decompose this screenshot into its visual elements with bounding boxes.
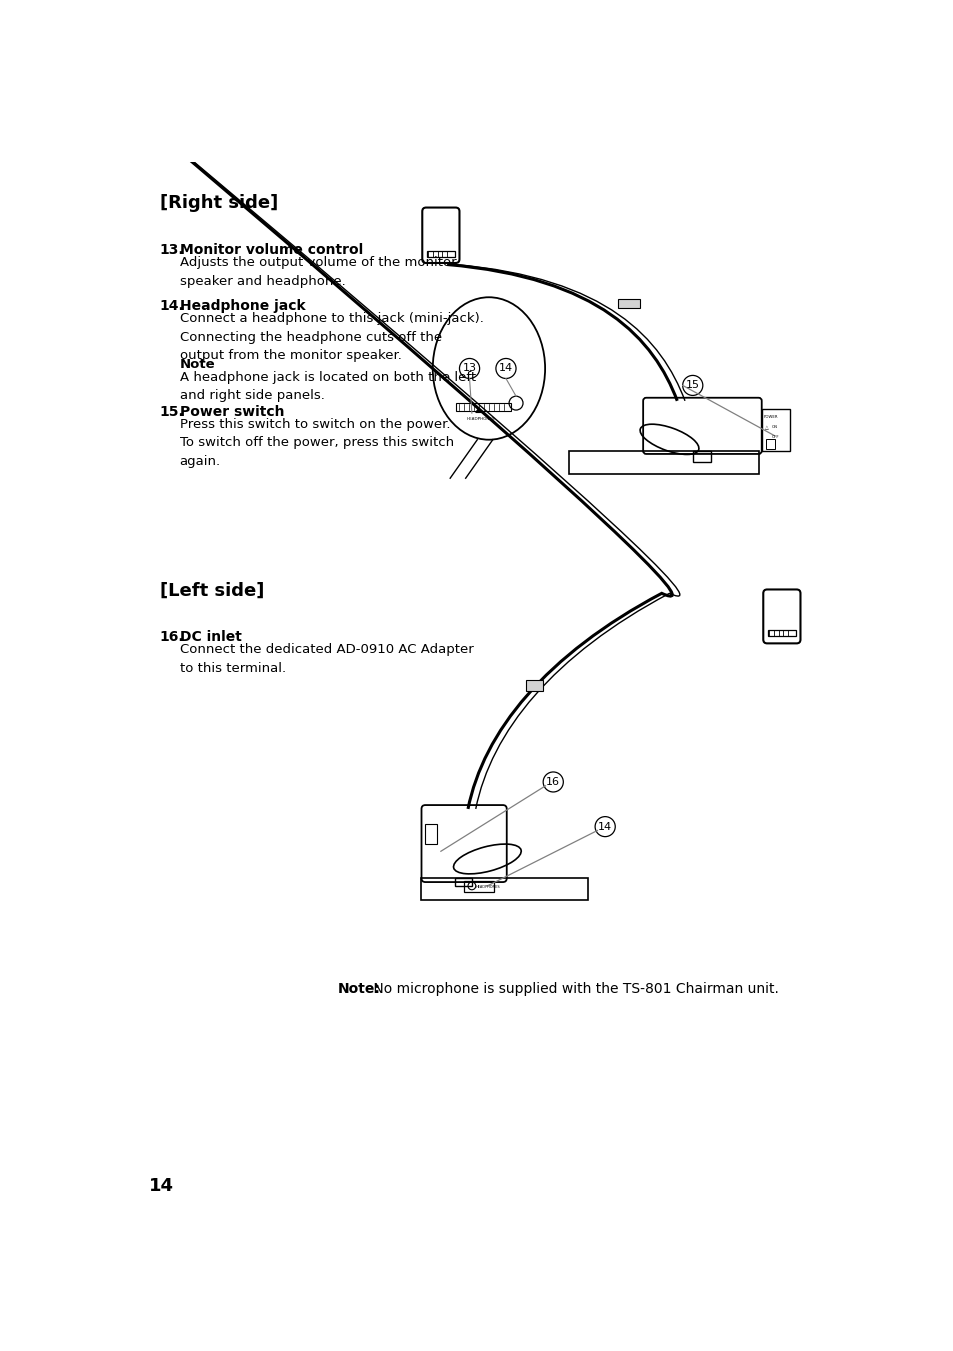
Text: Connect the dedicated AD-0910 AC Adapter
to this terminal.: Connect the dedicated AD-0910 AC Adapter… — [179, 643, 473, 676]
Bar — [618, 299, 639, 308]
Bar — [464, 881, 493, 892]
Text: OFF: OFF — [771, 435, 779, 439]
Text: Note: Note — [179, 358, 215, 372]
Bar — [765, 439, 774, 449]
Text: Press this switch to switch on the power.
To switch off the power, press this sw: Press this switch to switch on the power… — [179, 417, 454, 467]
Text: 13.: 13. — [159, 243, 184, 257]
Text: 16: 16 — [546, 777, 559, 788]
Bar — [425, 824, 436, 843]
Text: POWER: POWER — [763, 415, 778, 419]
Bar — [767, 631, 795, 636]
Bar — [761, 408, 789, 451]
Bar — [456, 403, 510, 411]
Bar — [568, 451, 758, 474]
Bar — [455, 878, 472, 886]
Text: [Left side]: [Left side] — [159, 582, 264, 600]
Text: 14: 14 — [598, 821, 612, 832]
Text: Connect a headphone to this jack (mini-jack).
Connecting the headphone cuts off : Connect a headphone to this jack (mini-j… — [179, 312, 483, 362]
Text: Headphone jack: Headphone jack — [179, 299, 305, 313]
Text: 15.: 15. — [159, 405, 184, 419]
Text: △: △ — [764, 426, 768, 431]
Text: Power switch: Power switch — [179, 405, 284, 419]
Text: A headphone jack is located on both the left
and right side panels.: A headphone jack is located on both the … — [179, 370, 476, 403]
Text: HEADPHONES: HEADPHONES — [466, 417, 495, 422]
Text: 13: 13 — [462, 363, 476, 373]
Bar — [692, 451, 711, 462]
Text: HEADPHONES: HEADPHONES — [476, 885, 500, 889]
Bar — [525, 681, 542, 692]
Text: Monitor volume control: Monitor volume control — [179, 243, 362, 257]
Text: [Right side]: [Right side] — [159, 195, 277, 212]
Text: 14.: 14. — [159, 299, 184, 313]
Text: Note:: Note: — [337, 982, 380, 996]
Polygon shape — [476, 408, 481, 412]
Text: Adjusts the output volume of the monitor
speaker and headphone.: Adjusts the output volume of the monitor… — [179, 257, 456, 288]
Text: 15: 15 — [685, 381, 699, 390]
Bar — [421, 878, 587, 900]
Text: No microphone is supplied with the TS-801 Chairman unit.: No microphone is supplied with the TS-80… — [369, 982, 778, 996]
Text: 14: 14 — [149, 1177, 173, 1196]
Bar — [427, 251, 455, 257]
Text: 16.: 16. — [159, 631, 184, 644]
Text: 14: 14 — [498, 363, 513, 373]
Text: ON: ON — [771, 426, 777, 430]
Text: DC inlet: DC inlet — [179, 631, 241, 644]
